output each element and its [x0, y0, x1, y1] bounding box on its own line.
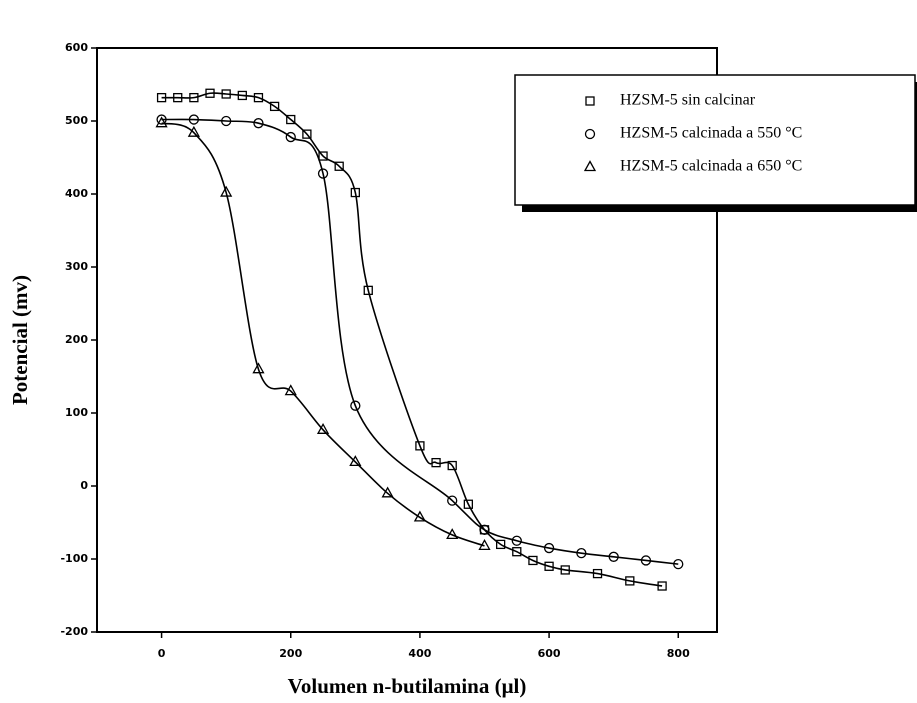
- y-tick-label: 100: [65, 406, 88, 419]
- triangle-marker: [220, 185, 233, 197]
- square-marker: [657, 581, 667, 591]
- fit-curve: [161, 122, 485, 547]
- legend-label: HZSM-5 calcinada a 550 °C: [620, 125, 802, 142]
- x-tick-label: 800: [667, 647, 690, 660]
- triangle-marker: [316, 422, 330, 434]
- fit-curve: [161, 92, 663, 587]
- x-tick-label: 600: [538, 647, 561, 660]
- square-marker: [363, 285, 373, 296]
- circle-marker: [447, 495, 458, 506]
- circle-marker: [608, 551, 619, 562]
- triangle-marker: [349, 455, 362, 467]
- square-marker: [544, 561, 554, 571]
- circle-marker: [253, 118, 264, 129]
- square-marker: [205, 88, 215, 98]
- y-tick-label: 500: [65, 114, 88, 127]
- y-tick-label: -200: [60, 625, 88, 638]
- circle-marker: [317, 168, 329, 179]
- circle-marker: [285, 131, 296, 143]
- legend-marker: [585, 96, 595, 106]
- y-tick-label: 600: [65, 41, 88, 54]
- square-marker: [350, 187, 360, 198]
- triangle-marker: [284, 384, 297, 396]
- circle-marker: [576, 548, 587, 559]
- square-marker: [495, 539, 506, 550]
- y-tick-label: 200: [65, 333, 88, 346]
- circle-marker: [350, 400, 361, 411]
- circle-marker: [221, 115, 232, 127]
- x-tick-label: 0: [158, 647, 166, 660]
- circle-marker: [479, 524, 490, 535]
- circle-marker: [673, 558, 684, 570]
- square-marker: [560, 565, 570, 575]
- x-axis-label: Volumen n-butilamina (μl): [288, 674, 527, 698]
- legend-marker: [583, 160, 597, 172]
- y-tick-label: -100: [60, 552, 88, 565]
- legend-label: HZSM-5 sin calcinar: [620, 92, 756, 109]
- square-marker: [253, 92, 264, 103]
- square-marker: [625, 576, 635, 586]
- square-marker: [318, 151, 328, 161]
- triangle-marker: [252, 362, 265, 374]
- square-marker: [221, 89, 231, 99]
- square-marker: [463, 499, 474, 509]
- square-marker: [302, 129, 312, 139]
- y-tick-label: 0: [80, 479, 88, 492]
- y-tick-label: 300: [65, 260, 88, 273]
- square-marker: [431, 457, 441, 468]
- triangle-marker: [413, 510, 427, 522]
- x-tick-label: 200: [279, 647, 302, 660]
- triangle-marker: [187, 125, 200, 137]
- fit-curve: [161, 118, 679, 565]
- circle-marker: [511, 535, 522, 546]
- square-marker: [512, 547, 522, 557]
- circle-marker: [188, 114, 200, 125]
- square-marker: [237, 90, 247, 101]
- triangle-marker: [155, 116, 168, 128]
- triangle-marker: [446, 528, 459, 540]
- circle-marker: [543, 542, 555, 554]
- square-marker: [447, 460, 457, 471]
- square-marker: [189, 92, 199, 103]
- y-axis-label: Potencial (mv): [8, 275, 32, 405]
- square-marker: [528, 555, 538, 566]
- square-marker: [173, 92, 183, 103]
- legend-box: [514, 74, 916, 206]
- square-marker: [592, 568, 603, 579]
- square-marker: [269, 101, 280, 112]
- triangle-marker: [478, 539, 491, 551]
- square-marker: [415, 441, 425, 451]
- legend-label: HZSM-5 calcinada a 650 °C: [620, 158, 802, 175]
- legend-marker: [584, 128, 596, 140]
- triangle-marker: [381, 486, 394, 498]
- y-tick-label: 400: [65, 187, 88, 200]
- circle-marker: [156, 114, 167, 125]
- x-tick-label: 400: [408, 647, 431, 660]
- circle-marker: [640, 555, 652, 566]
- square-marker: [286, 114, 296, 125]
- square-marker: [334, 161, 344, 171]
- square-marker: [156, 92, 167, 103]
